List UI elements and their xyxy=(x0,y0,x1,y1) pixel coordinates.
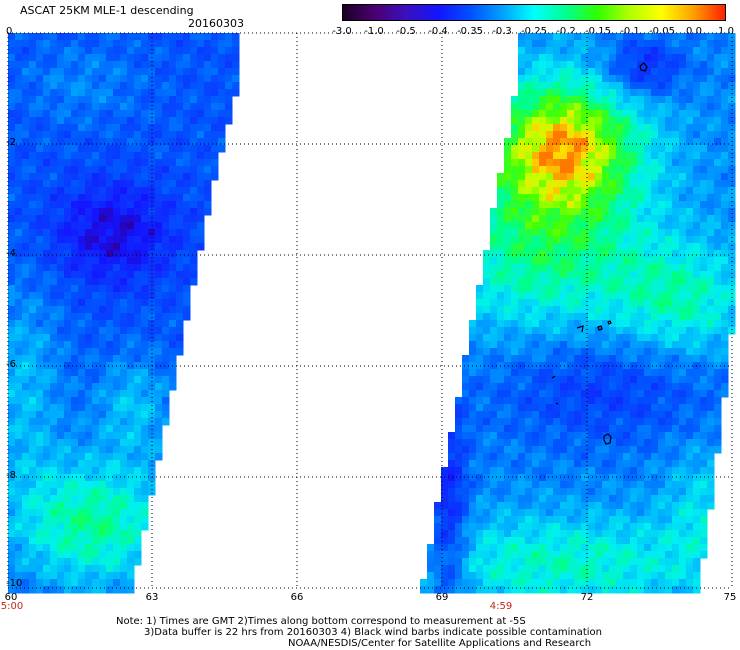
product-date: 20160303 xyxy=(188,17,244,30)
colorbar-label: -0.25 xyxy=(521,26,547,37)
x-tick-66: 66 xyxy=(290,592,304,603)
colorbar-label: -0.1 xyxy=(620,26,640,37)
colorbar-label: -3.0 xyxy=(332,26,352,37)
colorbar xyxy=(342,4,726,21)
colorbar-label: -0.4 xyxy=(428,26,448,37)
y-tick-m8: -8 xyxy=(6,470,16,481)
x-tick-63: 63 xyxy=(145,592,159,603)
x-tick-60: 60 xyxy=(4,592,18,603)
x-tick-72: 72 xyxy=(580,592,594,603)
colorbar-label: 0.0 xyxy=(686,26,702,37)
colorbar-label: -0.15 xyxy=(585,26,611,37)
y-tick-m6: -6 xyxy=(6,359,16,370)
product-title: ASCAT 25KM MLE-1 descending xyxy=(20,4,194,17)
note-line-3: NOAA/NESDIS/Center for Satellite Applica… xyxy=(288,638,592,649)
colorbar-label: -0.35 xyxy=(457,26,483,37)
colorbar-label: -0.05 xyxy=(649,26,675,37)
time-left: 5:00 xyxy=(0,601,24,612)
y-tick-0: 0 xyxy=(6,26,13,37)
time-right: 4:59 xyxy=(489,601,513,612)
x-tick-75: 75 xyxy=(723,592,737,603)
note-line-2: 3)Data buffer is 22 hrs from 20160303 4)… xyxy=(144,627,602,638)
x-tick-69: 69 xyxy=(435,592,449,603)
colorbar-label: -0.3 xyxy=(492,26,512,37)
colorbar-label: -0.5 xyxy=(396,26,416,37)
colorbar-labels: -3.0 -1.0 -0.5 -0.4 -0.35 -0.3 -0.25 -0.2 -0.15-… xyxy=(330,26,734,38)
colorbar-label: -1.0 xyxy=(364,26,384,37)
y-tick-m4: -4 xyxy=(6,248,16,259)
y-tick-m2: -2 xyxy=(6,137,16,148)
y-tick-m10: -10 xyxy=(6,578,23,589)
colorbar-label: -0.2 xyxy=(556,26,576,37)
note-line-1: Note: 1) Times are GMT 2)Times along bot… xyxy=(116,616,526,627)
colorbar-label: 1.0 xyxy=(718,26,734,37)
